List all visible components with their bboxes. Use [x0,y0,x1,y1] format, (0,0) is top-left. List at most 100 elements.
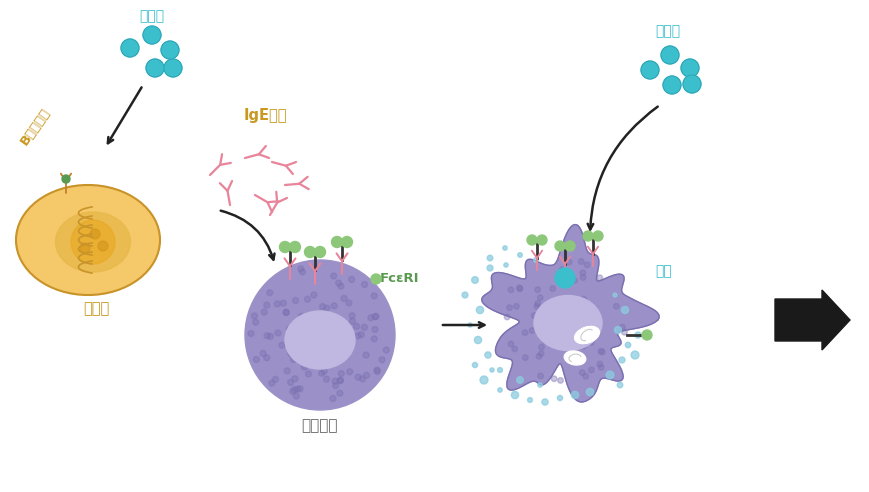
Circle shape [279,342,284,348]
Circle shape [341,295,347,302]
Ellipse shape [16,185,160,295]
Circle shape [554,241,564,251]
Circle shape [577,340,582,346]
Circle shape [335,280,342,286]
Circle shape [338,370,344,376]
Circle shape [358,332,364,338]
Circle shape [551,376,556,381]
Circle shape [335,327,342,333]
Circle shape [382,347,388,353]
Circle shape [346,300,352,306]
Circle shape [625,342,630,348]
Circle shape [269,380,275,386]
Circle shape [355,333,361,339]
Circle shape [292,298,298,304]
Circle shape [597,348,603,354]
Circle shape [640,61,658,79]
Circle shape [294,353,300,359]
Circle shape [534,287,540,292]
Circle shape [90,229,100,239]
Circle shape [513,304,519,309]
Circle shape [497,388,501,392]
Circle shape [472,363,477,368]
Circle shape [355,374,361,380]
Circle shape [606,371,614,379]
Ellipse shape [56,212,130,272]
Circle shape [551,298,557,304]
Circle shape [562,322,568,328]
Circle shape [580,275,585,280]
Circle shape [480,376,488,384]
Circle shape [507,341,514,347]
Circle shape [267,290,272,296]
Circle shape [299,269,305,275]
Circle shape [584,262,589,268]
Circle shape [330,273,336,279]
Circle shape [80,243,90,253]
Circle shape [537,373,543,379]
Circle shape [321,368,327,374]
Circle shape [558,276,563,282]
Circle shape [293,393,299,399]
Circle shape [598,365,603,370]
Circle shape [363,372,369,378]
Circle shape [319,304,325,309]
Text: 过敏原: 过敏原 [139,9,164,23]
Circle shape [476,307,483,314]
Circle shape [332,382,338,389]
Circle shape [314,246,325,257]
Circle shape [320,342,326,348]
Circle shape [374,367,380,373]
Circle shape [342,237,352,247]
Circle shape [517,253,521,257]
Text: 过敏原: 过敏原 [654,24,680,38]
Circle shape [619,324,625,330]
Circle shape [348,277,355,282]
Circle shape [582,231,593,241]
Circle shape [489,368,494,372]
Circle shape [564,241,574,251]
Circle shape [517,286,522,292]
Circle shape [252,319,258,325]
Circle shape [613,293,616,297]
Circle shape [503,263,507,267]
Circle shape [680,59,698,77]
Circle shape [527,235,536,245]
Circle shape [337,283,343,289]
Circle shape [588,367,594,373]
Circle shape [161,41,179,59]
Circle shape [298,313,304,319]
Text: IgE抗体: IgE抗体 [243,108,287,123]
Circle shape [506,305,512,310]
Circle shape [337,377,343,383]
Circle shape [305,371,311,377]
Text: FcεRI: FcεRI [380,272,419,285]
Circle shape [261,309,267,315]
Circle shape [361,324,367,330]
Circle shape [536,235,547,245]
Circle shape [571,391,578,399]
Circle shape [297,266,303,272]
Circle shape [528,328,534,334]
Circle shape [264,333,269,338]
Circle shape [332,332,338,338]
Circle shape [318,370,324,376]
Circle shape [143,26,161,44]
Circle shape [290,331,296,337]
Circle shape [371,293,377,299]
Circle shape [370,274,381,284]
Circle shape [289,388,295,394]
Circle shape [374,369,380,374]
Circle shape [248,331,254,337]
Circle shape [284,368,289,374]
Circle shape [543,338,548,344]
Circle shape [538,351,543,356]
Circle shape [98,241,108,251]
Circle shape [282,309,289,315]
Circle shape [634,332,640,338]
Circle shape [275,330,281,336]
Circle shape [349,318,355,324]
Circle shape [616,382,622,388]
Circle shape [580,343,586,349]
Circle shape [587,339,594,345]
